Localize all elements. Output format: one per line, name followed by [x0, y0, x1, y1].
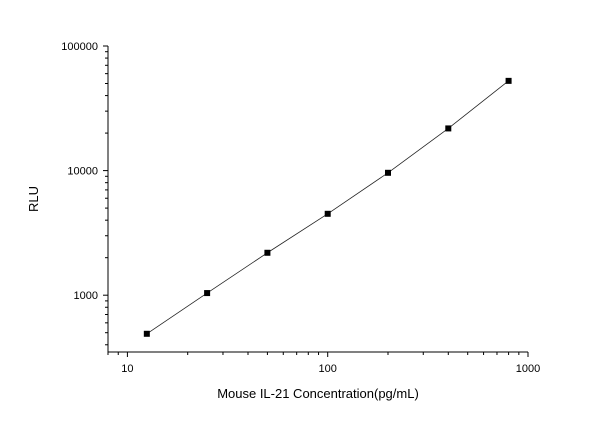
- data-points: [143, 77, 512, 337]
- data-point: [445, 125, 452, 132]
- y-tick-label: 1000: [74, 290, 98, 302]
- data-point: [143, 330, 150, 337]
- data-point: [505, 77, 512, 84]
- data-point: [385, 169, 391, 176]
- fit-curve: [146, 80, 509, 335]
- y-tick-label: 100000: [61, 41, 98, 53]
- y-axis-title: RLU: [26, 186, 41, 212]
- x-tick-label: 100: [319, 363, 337, 375]
- y-axis-ticks: 1000 10000 100000: [61, 41, 108, 346]
- x-axis-title: Mouse IL-21 Concentration(pg/mL): [217, 386, 419, 401]
- x-tick-label: 1000: [516, 363, 540, 375]
- x-tick-label: 10: [121, 363, 133, 375]
- data-point: [324, 210, 331, 217]
- data-point: [204, 290, 211, 297]
- y-tick-label: 10000: [67, 166, 98, 178]
- data-point: [264, 249, 271, 256]
- x-axis-ticks: 10 100 1000: [107, 352, 540, 375]
